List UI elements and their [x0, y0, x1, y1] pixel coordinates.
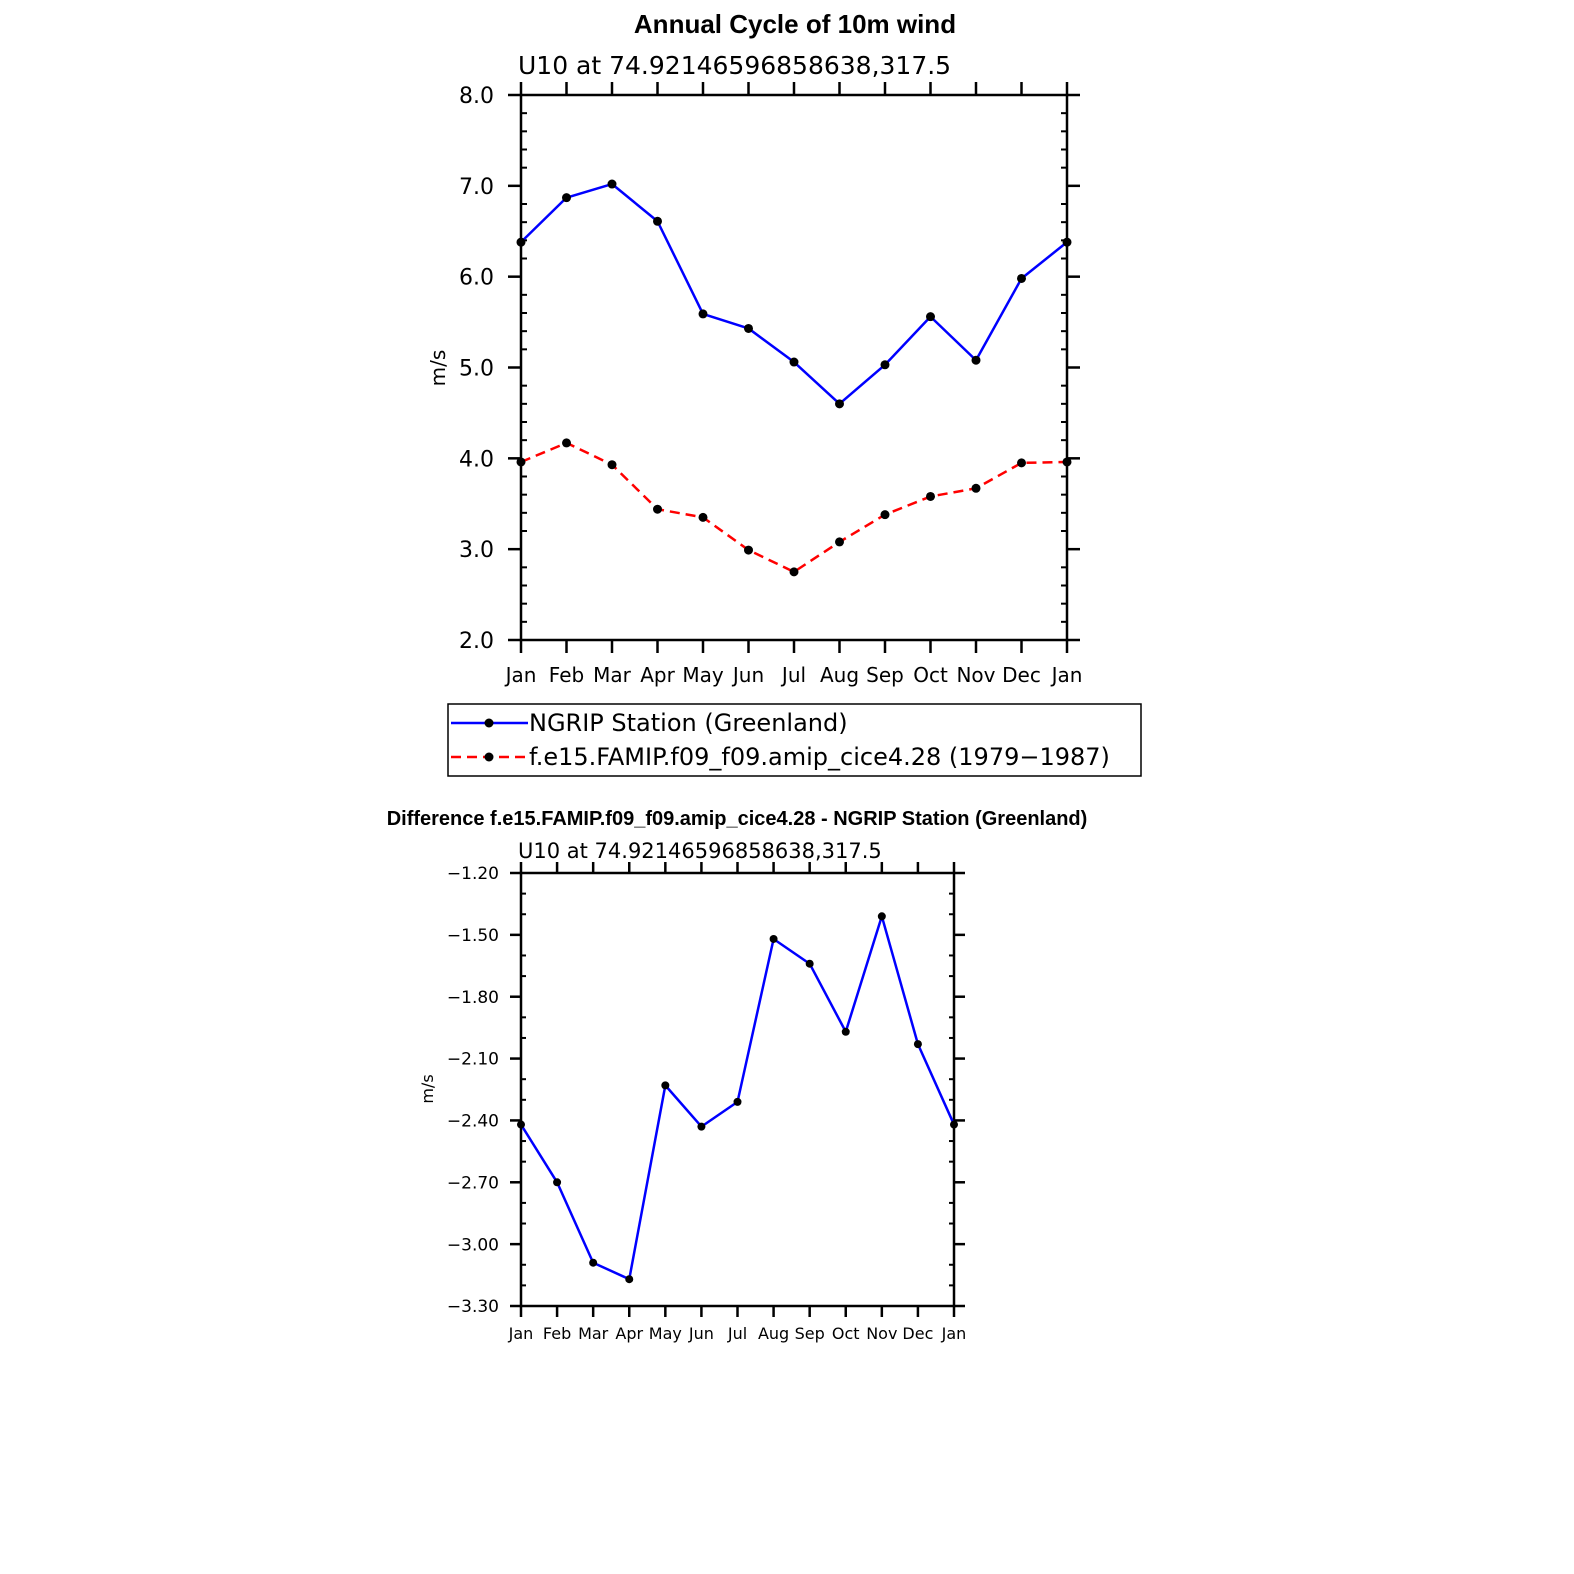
panel1-series-1-point — [1017, 458, 1026, 468]
panel1-y-tick-label: 3.0 — [459, 538, 494, 563]
legend-label-observed: NGRIP Station (Greenland) — [529, 709, 848, 737]
panel1-series-1-point — [971, 483, 981, 493]
panel1-series-0-point — [744, 323, 753, 333]
panel2-series-0-line — [519, 915, 956, 1281]
panel2-y-axis-label: m/s — [418, 1074, 437, 1103]
panel1-series-0-point — [562, 193, 571, 203]
panel2-series-0-point — [517, 1120, 525, 1129]
panel1-x-tick-label: Jun — [731, 663, 764, 687]
panel1-y-tick-label: 7.0 — [459, 175, 494, 200]
panel1-y-tick-label: 2.0 — [459, 629, 494, 654]
panel2-x-tick-label: Feb — [543, 1324, 571, 1343]
panel1-y-tick-label: 4.0 — [459, 447, 494, 472]
panel2-x-tick-label: May — [649, 1324, 682, 1343]
panel1-y-axis-label: m/s — [426, 350, 450, 387]
panel2-x-tick-label: Mar — [578, 1324, 609, 1343]
panel1-x-tick-label: May — [682, 663, 724, 687]
panel1-series-0-line — [520, 182, 1068, 406]
panel1-series-1-point — [653, 504, 662, 514]
panel2-x-tick-label: Jul — [727, 1324, 747, 1343]
panel1-series-0-point — [926, 312, 935, 322]
panel2-x-tick-label: Jan — [508, 1324, 534, 1343]
panel1-x-tick-label: Mar — [593, 663, 632, 687]
panel2-series-0-point — [589, 1258, 598, 1267]
panel1-series-1-point — [562, 438, 571, 448]
panel1-series-1-point — [698, 512, 708, 522]
panel1-y-tick-label: 5.0 — [459, 356, 494, 381]
panel1-x-tick-label: Oct — [913, 663, 948, 687]
panel2-y-tick-label: −3.30 — [447, 1297, 499, 1317]
panel2-y-tick-label: −1.20 — [447, 864, 499, 884]
panel2-series-0-point — [625, 1275, 634, 1284]
panel2-x-tick-label: Aug — [758, 1324, 789, 1343]
panel2-series-0-point — [805, 959, 814, 968]
legend-box — [447, 703, 1142, 777]
panel1-series-1-point — [880, 510, 890, 520]
panel1-series-0-point — [835, 399, 844, 409]
panel1-series-0-point — [516, 237, 526, 247]
panel1-series-1-point — [926, 491, 935, 501]
panel2-series-0-point — [661, 1081, 670, 1090]
panel1-x-tick-label: Jul — [780, 663, 806, 687]
panel1-series-1-line — [520, 441, 1068, 574]
panel2-y-tick-label: −2.10 — [447, 1050, 499, 1070]
annual-cycle-panel: Annual Cycle of 10m wind U10 at 74.92146… — [426, 9, 1082, 687]
panel1-y-tick-label: 8.0 — [459, 84, 494, 109]
panel1-series-1-point — [835, 537, 844, 547]
panel2-y-tick-label: −1.80 — [447, 988, 499, 1008]
panel1-series-0-point — [653, 216, 662, 226]
panel2-series-0-point — [841, 1027, 850, 1036]
panel1-series-0-point — [698, 309, 708, 319]
panel1-series-1-point — [607, 460, 617, 470]
panel2-y-tick-label: −1.50 — [447, 926, 499, 946]
panel2-series-0-point — [769, 934, 778, 943]
panel1-series-0-point — [1062, 237, 1072, 247]
panel2-series-0-point — [553, 1178, 562, 1187]
panel2-subtitle: U10 at 74.92146596858638,317.5 — [518, 839, 882, 863]
panel1-x-tick-label: Dec — [1002, 663, 1041, 687]
panel2-series-0-point — [697, 1122, 706, 1131]
panel1-series-0-point — [971, 355, 981, 365]
panel1-series-0-point — [1017, 273, 1026, 283]
panel1-x-tick-label: Nov — [956, 663, 995, 687]
panel2-y-tick-label: −2.70 — [447, 1173, 499, 1193]
panel1-series-0-point — [607, 179, 617, 189]
panel2-series-0-point — [877, 912, 886, 921]
panel2-x-tick-label: Nov — [866, 1324, 897, 1343]
panel2-x-tick-label: Dec — [902, 1324, 933, 1343]
panel1-x-tick-label: Jan — [504, 663, 537, 687]
panel2-series-0-point — [913, 1040, 922, 1049]
panel2-x-tick-label: Apr — [615, 1324, 643, 1343]
legend-marker-model — [484, 752, 494, 762]
panel2-y-tick-label: −2.40 — [447, 1112, 499, 1132]
panel1-x-tick-label: Jan — [1050, 663, 1083, 687]
panel1-title: Annual Cycle of 10m wind — [634, 9, 956, 39]
panel1-x-tick-label: Sep — [866, 663, 904, 687]
panel2-x-tick-label: Sep — [795, 1324, 825, 1343]
panel1-series-1-point — [516, 457, 526, 467]
panel1-series-1-point — [789, 567, 799, 577]
panel1-plot-frame — [519, 93, 1069, 642]
panel2-x-tick-label: Jun — [688, 1324, 714, 1343]
panel1-series-1-point — [744, 545, 753, 555]
panel1-series-0-point — [880, 360, 890, 370]
legend: NGRIP Station (Greenland) f.e15.FAMIP.f0… — [447, 703, 1142, 777]
panel2-series-0-point — [950, 1120, 958, 1129]
panel1-series-0-point — [789, 357, 799, 367]
legend-marker-observed — [484, 718, 494, 728]
panel1-x-tick-label: Apr — [640, 663, 675, 687]
panel2-series-0-point — [733, 1097, 742, 1106]
panel2-x-tick-label: Oct — [832, 1324, 860, 1343]
legend-label-model: f.e15.FAMIP.f09_f09.amip_cice4.28 (1979−… — [529, 743, 1110, 771]
panel1-x-tick-label: Feb — [549, 663, 584, 687]
panel2-x-tick-label: Jan — [941, 1324, 967, 1343]
panel1-subtitle: U10 at 74.92146596858638,317.5 — [518, 51, 951, 80]
panel2-y-tick-label: −3.00 — [447, 1235, 499, 1255]
panel1-series-1-point — [1062, 457, 1072, 467]
panel1-y-tick-label: 6.0 — [459, 266, 494, 291]
panel2-title: Difference f.e15.FAMIP.f09_f09.amip_cice… — [387, 808, 1088, 830]
panel1-x-tick-label: Aug — [820, 663, 859, 687]
difference-panel: Difference f.e15.FAMIP.f09_f09.amip_cice… — [387, 808, 1088, 1343]
